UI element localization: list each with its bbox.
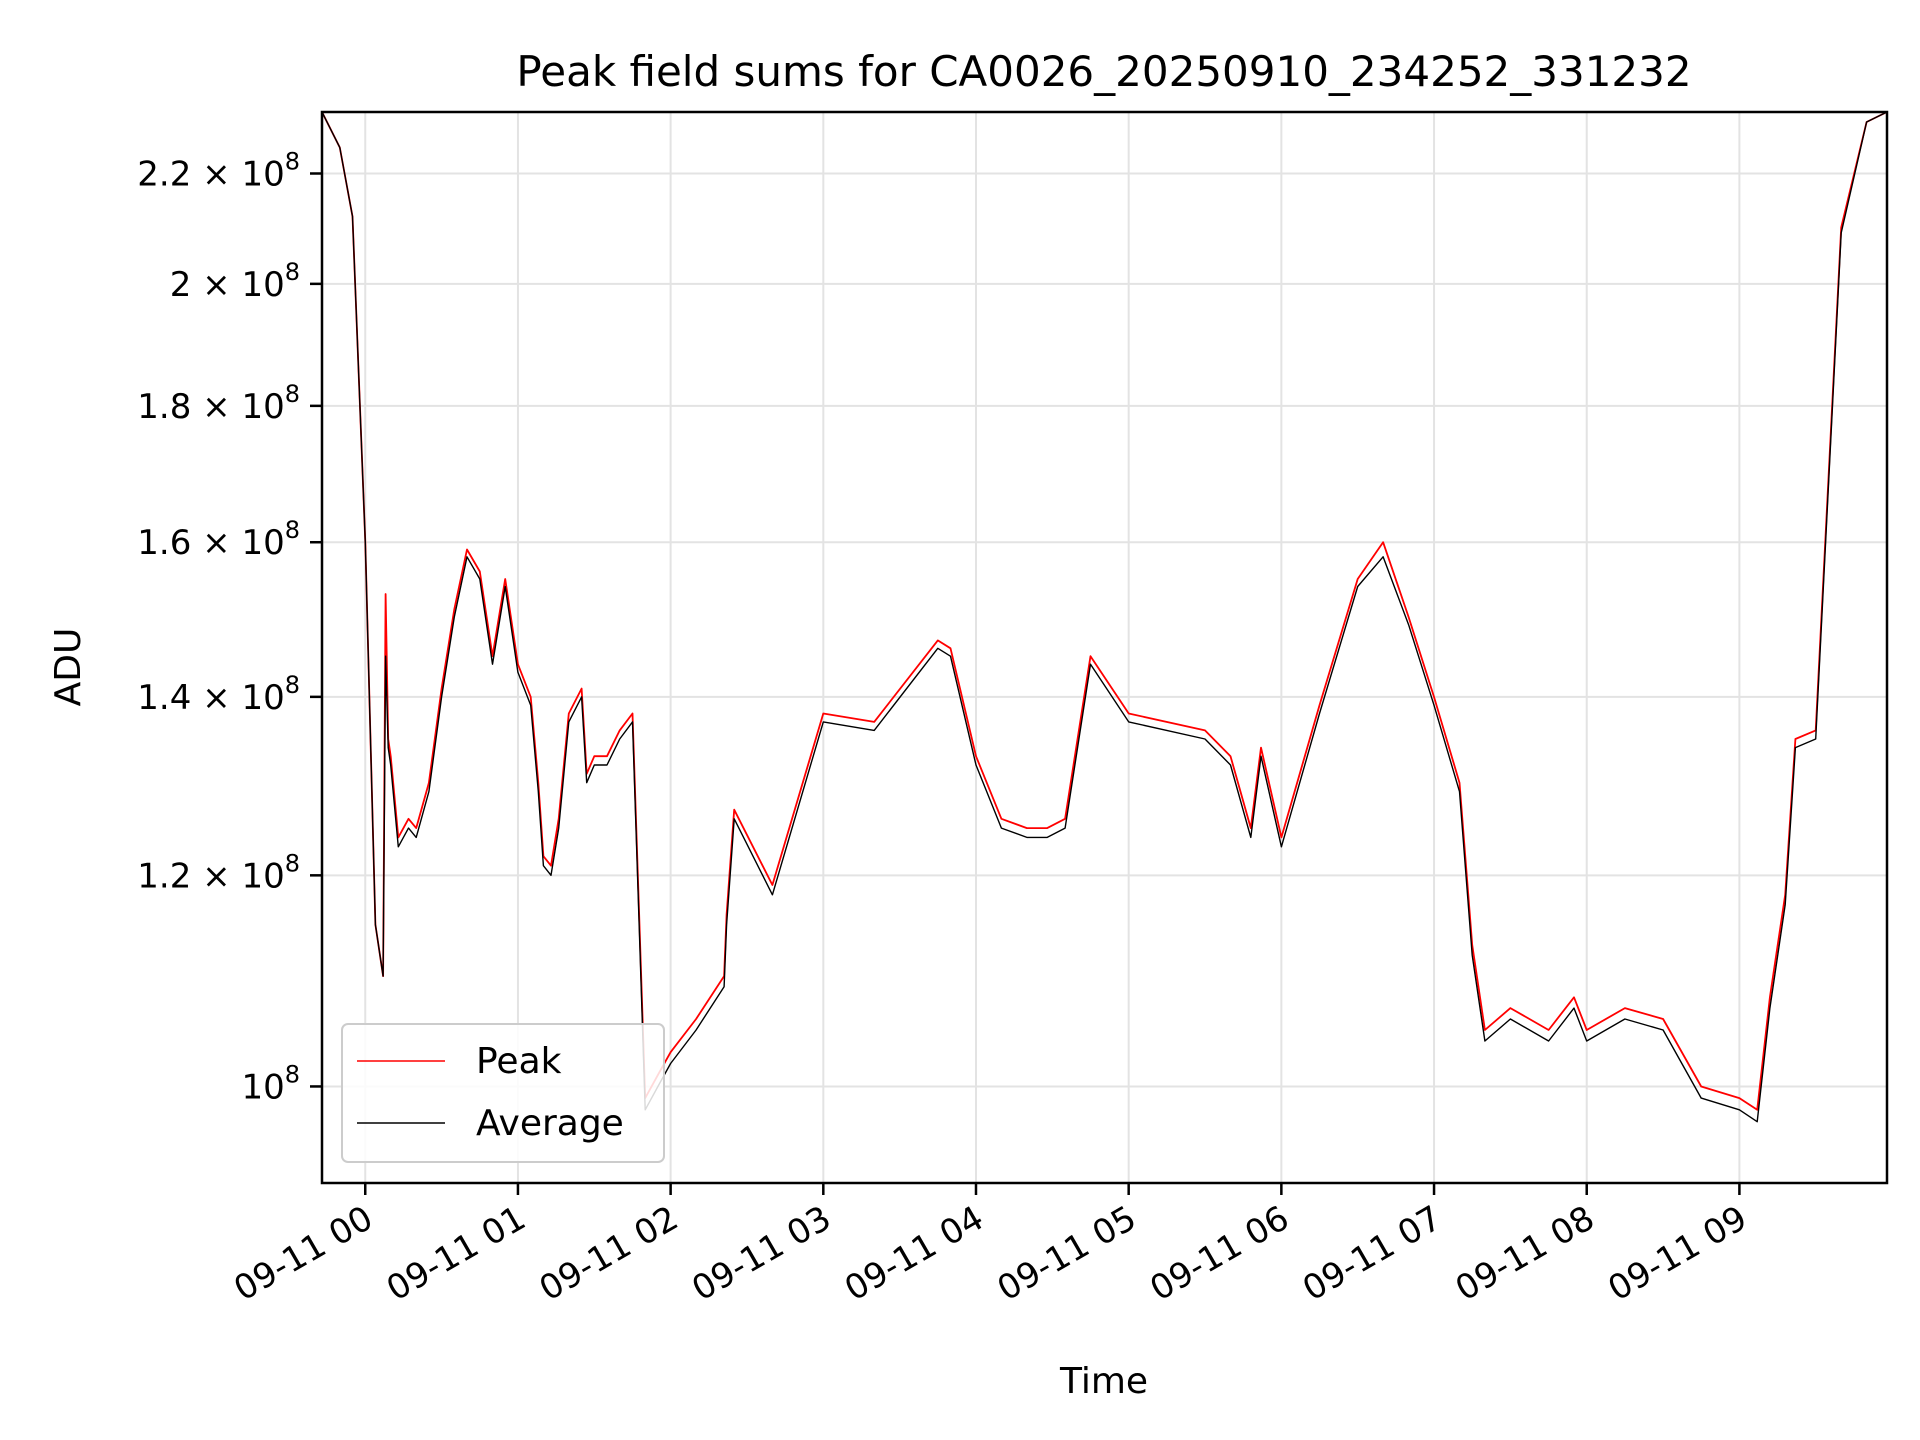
- legend-label-peak: Peak: [476, 1041, 562, 1082]
- x-tick-label: 09-11 03: [685, 1198, 837, 1309]
- legend: Peak Average: [341, 1023, 665, 1163]
- x-tick-label: 09-11 05: [991, 1198, 1143, 1309]
- x-tick-label: 09-11 04: [838, 1198, 990, 1309]
- y-tick-label: 1.2 × 108: [137, 849, 300, 896]
- x-axis-label: Time: [1059, 1361, 1148, 1402]
- y-tick-label: 1.4 × 108: [137, 671, 300, 718]
- y-tick-label: 2 × 108: [170, 258, 300, 305]
- legend-box: [341, 1023, 665, 1163]
- y-tick-label: 108: [241, 1060, 300, 1107]
- y-axis-label: ADU: [48, 628, 89, 707]
- x-tick-label: 09-11 07: [1296, 1198, 1448, 1309]
- y-tick-label: 1.8 × 108: [137, 380, 300, 427]
- plot-frame: [320, 110, 1889, 1185]
- x-tick-label: 09-11 06: [1143, 1198, 1295, 1309]
- series-line-average: [321, 111, 1888, 1123]
- x-axis-ticks: 09-11 00 09-11 01 09-11 02 09-11 03 09-11 04…: [227, 1183, 1754, 1309]
- y-tick-label: 2.2 × 108: [137, 147, 300, 194]
- x-tick-label: 09-11 09: [1602, 1198, 1754, 1309]
- chart-title: Peak field sums for CA0026_20250910_2342…: [516, 47, 1691, 96]
- x-tick-label: 09-11 00: [227, 1198, 379, 1309]
- y-axis-ticks: 108 1.2 × 108 1.4 × 108 1.6 × 108 1.8 × 108 2…: [137, 147, 322, 1107]
- x-tick-label: 09-11 02: [533, 1198, 685, 1309]
- grid: [322, 112, 1887, 1183]
- series-lines: [321, 111, 1888, 1123]
- x-tick-label: 09-11 08: [1449, 1198, 1601, 1309]
- y-tick-label: 1.6 × 108: [137, 516, 300, 563]
- x-tick-label: 09-11 01: [380, 1198, 532, 1309]
- legend-label-average: Average: [476, 1103, 624, 1144]
- series-line-peak: [321, 111, 1888, 1111]
